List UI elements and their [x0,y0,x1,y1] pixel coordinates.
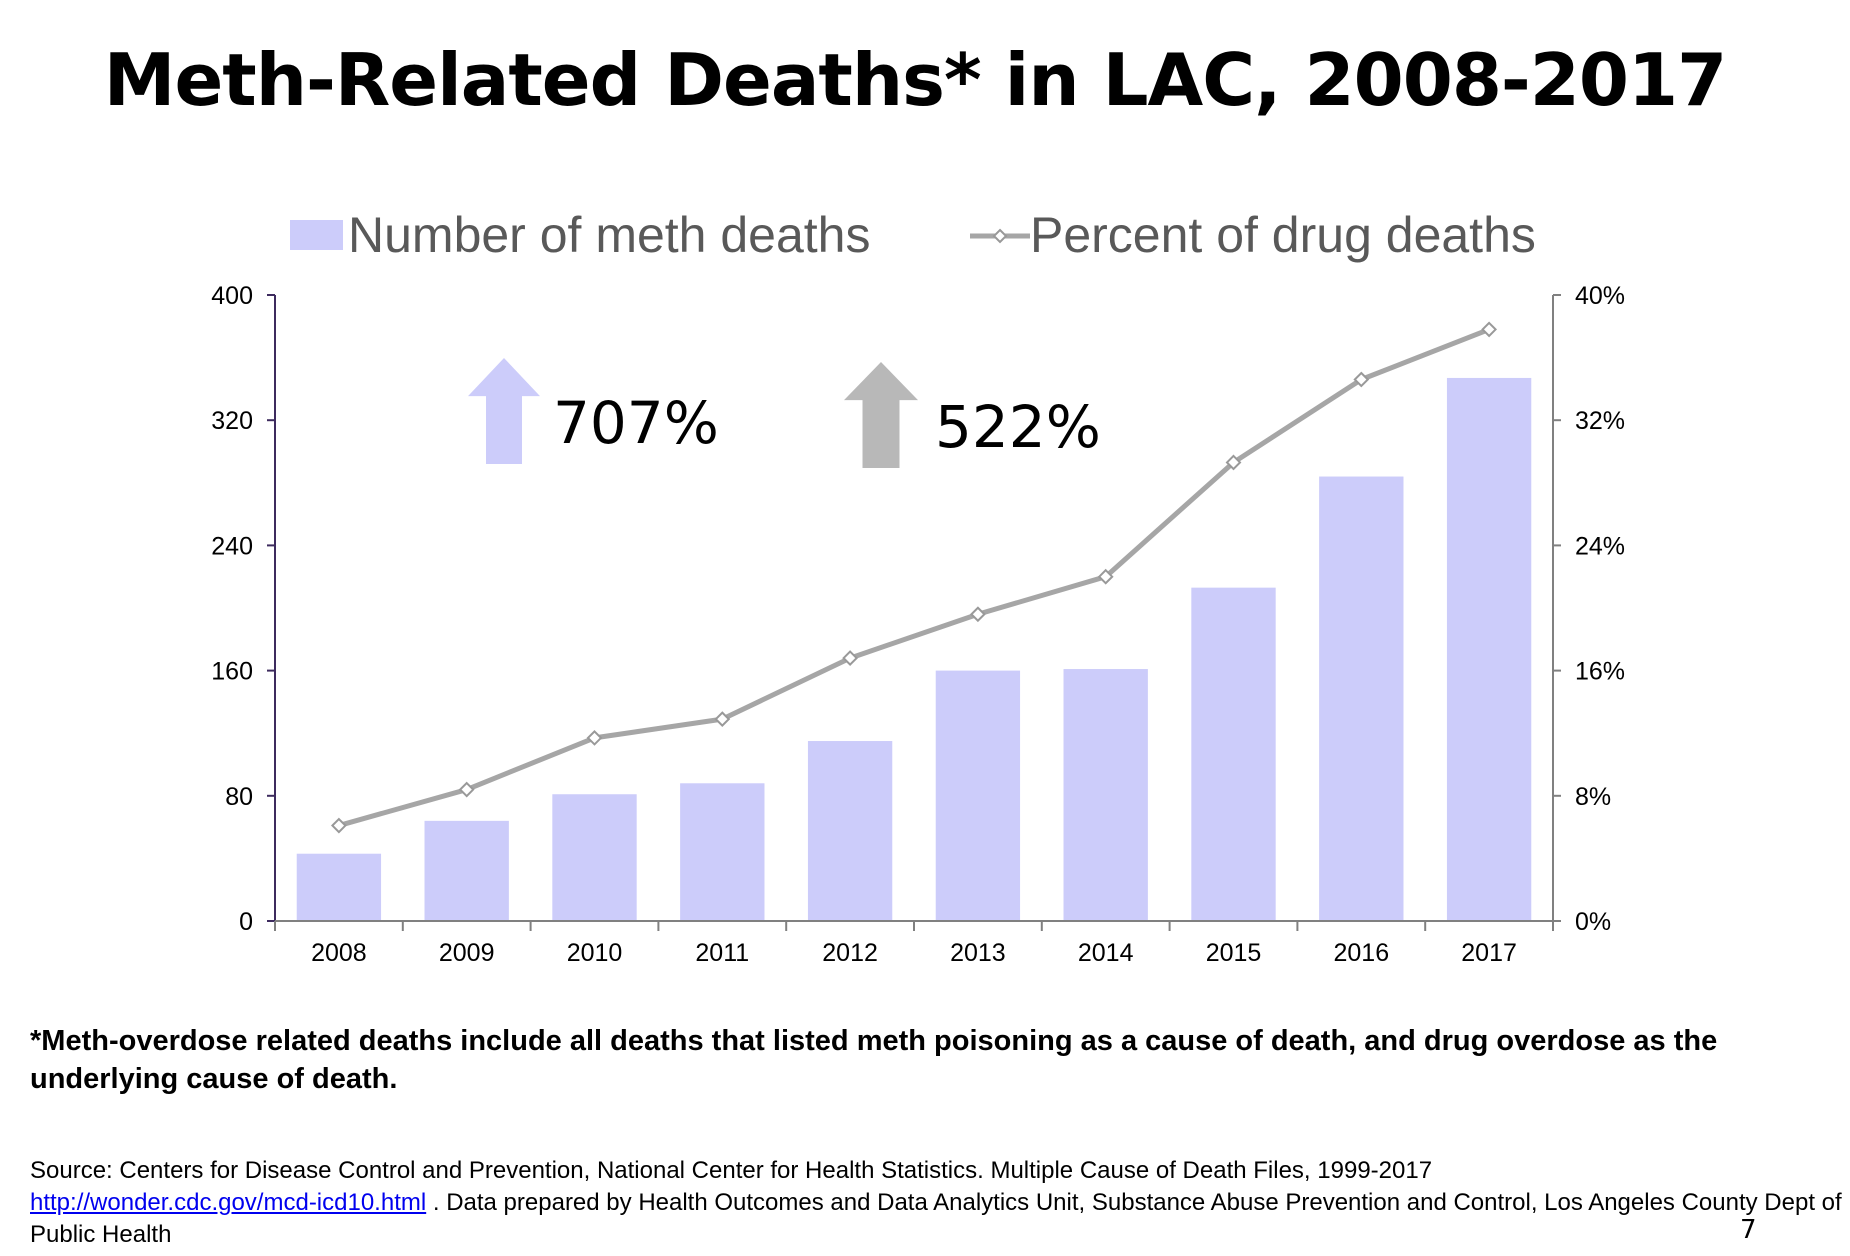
y-left-tick-label: 160 [211,658,253,686]
x-tick-label-2015: 2015 [1206,939,1262,967]
source-link[interactable]: http://wonder.cdc.gov/mcd-icd10.html [30,1189,427,1216]
legend-label-line: Percent of drug deaths [1030,207,1536,263]
y-right-tick-label: 40% [1575,282,1625,310]
source-prefix: Source: Centers for Disease Control and … [30,1157,1433,1184]
bar-2013 [935,670,1021,921]
y-left-tick-label: 0 [239,908,253,936]
x-tick-label-2014: 2014 [1078,939,1134,967]
percent-marker-2015 [1225,454,1242,471]
percent-marker-2017 [1481,321,1498,338]
bar-2009 [424,820,509,921]
y-left-tick-label: 400 [211,282,253,310]
bar-2015 [1191,587,1276,921]
percent-marker-2011 [714,711,731,728]
y-right-tick-label: 16% [1575,658,1625,686]
bar-2010 [552,794,637,921]
percent-marker-2014 [1097,568,1114,585]
y-left-tick-label: 80 [225,783,253,811]
x-tick-label-2016: 2016 [1333,939,1389,967]
x-tick-label-2013: 2013 [950,939,1006,967]
x-tick-label-2009: 2009 [439,939,495,967]
y-right-tick-label: 0% [1575,908,1611,936]
percent-line-path [338,327,1491,828]
source-suffix: . Data prepared by Health Outcomes and D… [30,1189,1842,1248]
percent-marker-2010 [586,729,603,746]
page-number: 7 [1740,1215,1757,1245]
footnote: *Meth-overdose related deaths include al… [30,1025,1718,1095]
annotation-label-707: 707% [553,389,719,457]
percent-line [330,321,1498,834]
annotation-label-522: 522% [935,393,1101,461]
arrow-up-icon [468,358,540,464]
y-left-tick-label: 320 [211,407,253,435]
y-right-tick-label: 32% [1575,407,1625,435]
percent-marker-2013 [969,606,986,623]
arrow-up-icon [844,362,918,468]
y-right-tick-label: 8% [1575,783,1611,811]
axes: 0 80 160 240 320 400 0% 8% 16% 24% 32% 40% 2008 2009 2… [211,282,1625,967]
chart-title: Meth-Related Deaths* in LAC, 2008-2017 [103,38,1727,122]
legend-swatch-bars [290,220,343,250]
percent-marker-2009 [458,781,475,798]
source-text: Source: Centers for Disease Control and … [30,1155,1845,1251]
annotations: 707% 522% [468,358,1101,468]
legend-label-bars: Number of meth deaths [348,207,871,263]
x-tick-label-2008: 2008 [311,939,367,967]
bar-2017 [1446,377,1532,921]
bar-2012 [807,741,893,921]
x-tick-label-2012: 2012 [822,939,878,967]
x-tick-label-2011: 2011 [695,939,749,967]
x-tick-label-2010: 2010 [567,939,623,967]
percent-marker-2008 [330,817,347,834]
bar-2008 [296,853,382,921]
bar-2011 [680,783,765,921]
x-tick-label-2017: 2017 [1461,939,1517,967]
bar-2016 [1319,476,1404,921]
chart: Number of meth deaths Percent of drug dea… [211,207,1625,967]
percent-marker-2016 [1353,371,1370,388]
y-left-tick-label: 240 [211,532,253,560]
bar-2014 [1063,669,1148,921]
y-right-tick-label: 24% [1575,532,1625,560]
legend: Number of meth deaths Percent of drug dea… [290,207,1536,263]
legend-marker-line [992,228,1008,244]
bars [296,377,1532,921]
percent-marker-2012 [842,650,859,666]
